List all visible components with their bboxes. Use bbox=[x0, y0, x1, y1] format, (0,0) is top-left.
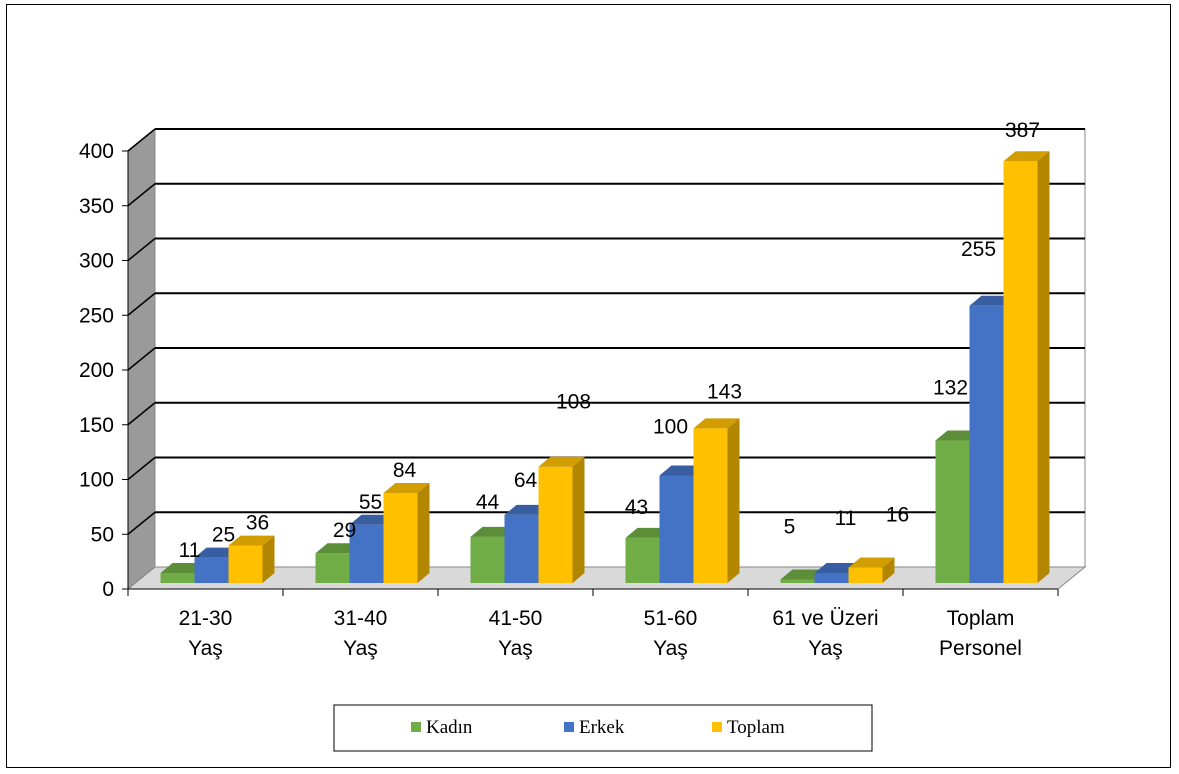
data-label: 11 bbox=[835, 507, 857, 530]
bar-top-toplam bbox=[693, 418, 740, 429]
x-tick-label: Toplam bbox=[947, 607, 1015, 630]
y-tick-label: 100 bbox=[79, 469, 114, 492]
bar-side-toplam bbox=[727, 418, 740, 583]
bar-side-toplam bbox=[882, 557, 895, 583]
bar-toplam bbox=[1003, 161, 1038, 584]
bar-side-toplam bbox=[417, 483, 430, 583]
x-tick-label: 41-50 bbox=[489, 607, 543, 630]
bar-kadın bbox=[935, 440, 970, 583]
data-label: 11 bbox=[179, 539, 201, 562]
bar-erkek bbox=[504, 514, 539, 583]
data-label: 108 bbox=[556, 391, 591, 414]
legend-label-kadın: Kadın bbox=[426, 717, 473, 738]
data-label: 55 bbox=[359, 491, 382, 514]
y-tick-label: 50 bbox=[91, 523, 114, 546]
data-label: 36 bbox=[246, 512, 269, 535]
data-label: 64 bbox=[514, 469, 538, 492]
y-tick-label: 200 bbox=[79, 359, 114, 382]
gridline-side bbox=[127, 511, 156, 535]
bar-toplam bbox=[538, 466, 573, 583]
bar-kadın bbox=[160, 572, 195, 583]
legend-swatch-toplam bbox=[712, 722, 722, 732]
gridline-side bbox=[127, 347, 156, 371]
y-tick-label: 350 bbox=[79, 195, 114, 218]
data-label: 132 bbox=[933, 376, 968, 399]
data-label: 25 bbox=[212, 524, 235, 547]
bar-erkek bbox=[814, 572, 849, 583]
bar-kadın bbox=[625, 537, 660, 583]
legend bbox=[333, 704, 873, 752]
bar-kadın bbox=[315, 553, 350, 583]
x-tick-label: 51-60 bbox=[644, 607, 698, 630]
data-label: 43 bbox=[625, 496, 648, 519]
legend-label-erkek: Erkek bbox=[579, 717, 625, 738]
bar-top-toplam bbox=[383, 483, 430, 494]
x-tick-label: Yaş bbox=[188, 637, 223, 660]
bar-side-toplam bbox=[1037, 151, 1050, 584]
bar-toplam bbox=[693, 428, 728, 583]
gridline-side bbox=[127, 402, 156, 426]
gridline-side bbox=[127, 128, 156, 152]
gridline-side bbox=[127, 456, 156, 481]
bar-erkek bbox=[969, 305, 1004, 583]
y-tick-label: 150 bbox=[79, 414, 114, 437]
data-label: 29 bbox=[333, 519, 356, 542]
bar-erkek bbox=[659, 475, 694, 583]
bar-erkek bbox=[349, 524, 384, 583]
data-label: 143 bbox=[707, 380, 742, 403]
x-tick-label: 31-40 bbox=[334, 607, 388, 630]
legend-swatch-kadın bbox=[411, 722, 421, 732]
x-tick-label: Yaş bbox=[343, 637, 378, 660]
bar-top-toplam bbox=[538, 456, 585, 467]
bar-top-toplam bbox=[228, 535, 275, 546]
gridline-side bbox=[127, 183, 156, 207]
bar-top-toplam bbox=[848, 557, 895, 568]
bar-side-toplam bbox=[572, 456, 585, 583]
data-label: 387 bbox=[1005, 119, 1040, 142]
gridline-side bbox=[127, 237, 156, 262]
bar-erkek bbox=[194, 557, 229, 583]
gridline-side bbox=[127, 292, 156, 316]
x-tick-label: 61 ve Üzeri bbox=[772, 607, 878, 630]
x-tick-label: Yaş bbox=[808, 637, 843, 660]
x-tick-label: Personel bbox=[939, 637, 1022, 660]
x-tick-label: Yaş bbox=[498, 637, 533, 660]
data-label: 44 bbox=[476, 491, 500, 514]
data-label: 84 bbox=[393, 459, 417, 482]
data-label: 5 bbox=[784, 516, 796, 539]
data-label: 255 bbox=[961, 238, 996, 261]
bar-toplam bbox=[383, 493, 418, 583]
bar-toplam bbox=[228, 545, 263, 583]
bar-toplam bbox=[848, 567, 883, 583]
x-tick-label: 21-30 bbox=[179, 607, 233, 630]
legend-label-toplam: Toplam bbox=[727, 717, 785, 738]
data-label: 100 bbox=[653, 416, 688, 439]
data-label: 16 bbox=[886, 503, 909, 526]
bar-kadın bbox=[780, 579, 815, 583]
y-tick-label: 400 bbox=[79, 140, 114, 163]
y-tick-label: 250 bbox=[79, 304, 114, 327]
bar-side-toplam bbox=[262, 535, 275, 583]
y-tick-label: 0 bbox=[102, 578, 114, 601]
legend-swatch-erkek bbox=[564, 722, 574, 732]
bar-kadın bbox=[470, 536, 505, 583]
x-tick-label: Yaş bbox=[653, 637, 688, 660]
bar-top-toplam bbox=[1003, 151, 1050, 162]
y-tick-label: 300 bbox=[79, 250, 114, 273]
